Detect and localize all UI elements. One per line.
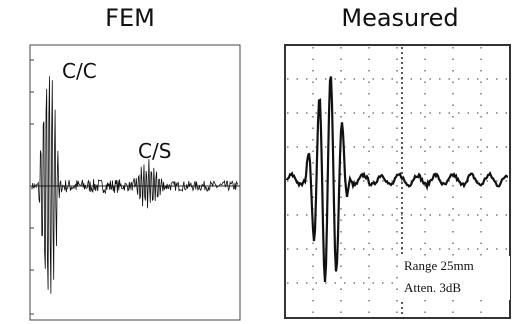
annotation: C/C <box>62 59 97 83</box>
measured-waveform <box>287 77 508 282</box>
fem-waveform <box>32 76 238 294</box>
panel-title: FEM <box>105 4 155 32</box>
annotation: C/S <box>138 139 171 163</box>
fem-frame <box>30 45 240 320</box>
panel-title: Measured <box>341 4 458 32</box>
annotation: Range 25mm <box>404 258 474 273</box>
page: FEM C/C C/S Measured Range 25mm Atten. 3… <box>0 0 512 324</box>
annotation: Atten. 3dB <box>404 280 461 295</box>
figure: FEM C/C C/S Measured Range 25mm Atten. 3… <box>0 0 512 324</box>
